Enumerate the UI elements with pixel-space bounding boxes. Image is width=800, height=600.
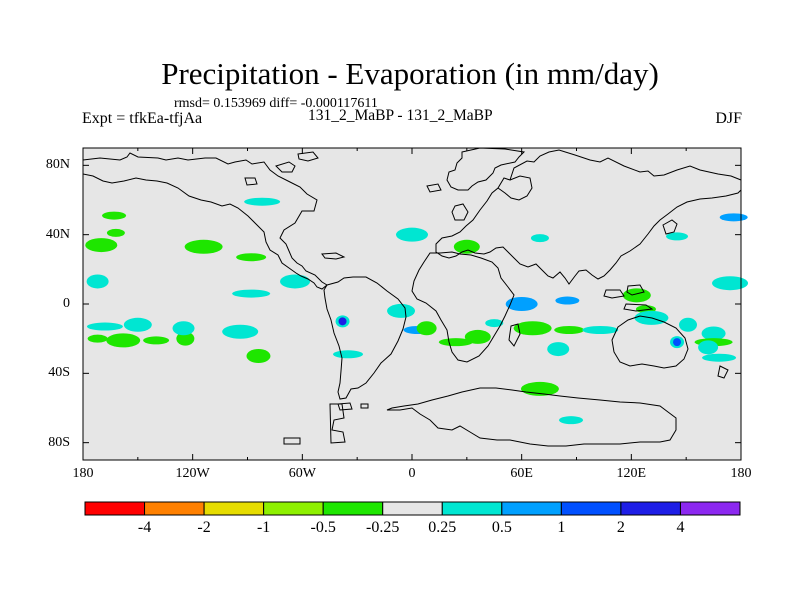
colorbar-label: -2 xyxy=(197,519,211,536)
colorbar-swatch xyxy=(144,501,205,516)
anomaly-patch xyxy=(172,321,195,336)
anomaly-patch xyxy=(505,297,538,311)
colorbar-swatch xyxy=(84,501,146,516)
anomaly-patch xyxy=(464,329,491,344)
anomaly-patch xyxy=(652,276,683,291)
anomaly-patch xyxy=(123,317,152,332)
colorbar-label: 2 xyxy=(616,519,625,536)
colorbar-swatch xyxy=(679,501,741,516)
anomaly-patch xyxy=(143,336,170,345)
anomaly-patch xyxy=(547,342,570,357)
anomaly-patch xyxy=(232,289,271,298)
anomaly-patch xyxy=(673,338,682,347)
lon-tick-label: 0 xyxy=(408,466,416,481)
anomaly-patch xyxy=(280,274,311,289)
anomaly-patch xyxy=(416,321,437,336)
anomaly-patch xyxy=(702,353,737,362)
anomaly-patch xyxy=(387,303,416,318)
anomaly-patch xyxy=(438,338,473,347)
anomaly-patch xyxy=(86,322,123,331)
anomaly-patch xyxy=(102,211,127,220)
axis-ticks xyxy=(82,148,742,460)
anomaly-patch xyxy=(453,239,480,254)
colorbar-label: -0.25 xyxy=(366,519,400,536)
anomaly-patch xyxy=(86,274,109,289)
anomaly-patch xyxy=(184,239,223,254)
lon-tick-label: 180 xyxy=(730,466,752,481)
anomaly-patch xyxy=(638,326,665,334)
anomaly-patch xyxy=(712,276,749,291)
colorbar-swatch xyxy=(203,501,265,516)
anomaly-patch xyxy=(666,232,689,241)
anomaly-patch xyxy=(530,234,549,243)
anomaly-patch xyxy=(246,349,271,363)
colorbar-swatch xyxy=(322,501,384,516)
season-label: DJF xyxy=(715,110,742,127)
colorbar-swatch xyxy=(501,501,562,516)
colorbar-swatch xyxy=(382,501,443,516)
anomaly-patch xyxy=(582,326,619,334)
colorbar-swatch xyxy=(620,501,681,516)
colorbar-swatch xyxy=(441,501,503,516)
lat-tick-label: 40S xyxy=(48,365,70,381)
colorbar-swatch xyxy=(263,501,324,516)
anomaly-patch xyxy=(513,321,552,336)
colorbar-label: -1 xyxy=(256,519,271,536)
anomaly-patch xyxy=(559,416,584,425)
stats-text: rmsd= 0.153969 diff= -0.000117611 xyxy=(174,96,378,111)
anomaly-patch xyxy=(554,326,585,334)
colorbar-label: -0.5 xyxy=(310,519,336,536)
anomaly-patch xyxy=(485,319,504,328)
anomaly-patch xyxy=(85,238,118,253)
colorbar-label: 4 xyxy=(676,519,685,536)
anomaly-patch xyxy=(244,197,281,206)
case-label: 131_2_MaBP - 131_2_MaBP xyxy=(308,107,493,124)
lon-tick-label: 60W xyxy=(288,466,316,481)
anomaly-patch xyxy=(106,333,141,348)
experiment-label: Expt = tfkEa-tfjAa xyxy=(82,110,203,127)
colorbar-label: -4 xyxy=(137,519,152,536)
anomaly-patch xyxy=(678,317,697,332)
anomaly-patch xyxy=(701,326,726,341)
anomaly-patch xyxy=(106,228,125,237)
colorbar-swatch xyxy=(560,501,622,516)
anomaly-patch xyxy=(338,317,347,326)
map-title: Precipitation - Evaporation (in mm/day) xyxy=(161,56,659,91)
colorbar-label: 0.25 xyxy=(428,519,457,536)
lat-tick-label: 40N xyxy=(45,226,70,242)
lon-tick-label: 120W xyxy=(175,466,210,481)
anomaly-patch xyxy=(555,296,580,305)
anomaly-layer xyxy=(85,197,749,425)
anomaly-patch xyxy=(87,334,108,343)
coastlines xyxy=(82,147,742,447)
lon-tick-label: 180 xyxy=(72,466,94,481)
colorbar xyxy=(84,501,741,516)
lat-tick-label: 80S xyxy=(48,434,70,450)
anomaly-patch xyxy=(698,340,719,355)
anomaly-patch xyxy=(719,213,748,222)
anomaly-patch xyxy=(333,350,364,359)
lat-tick-label: 80N xyxy=(45,157,70,173)
map-background xyxy=(83,148,741,460)
anomaly-patch xyxy=(396,227,428,242)
colorbar-label: 0.5 xyxy=(491,519,512,536)
anomaly-patch xyxy=(236,253,267,262)
colorbar-label: 1 xyxy=(557,519,566,536)
lon-tick-label: 60E xyxy=(510,466,533,481)
anomaly-patch xyxy=(176,331,195,346)
lon-tick-label: 120E xyxy=(616,466,647,481)
anomaly-patch xyxy=(222,324,259,339)
lat-tick-label: 0 xyxy=(63,296,70,311)
